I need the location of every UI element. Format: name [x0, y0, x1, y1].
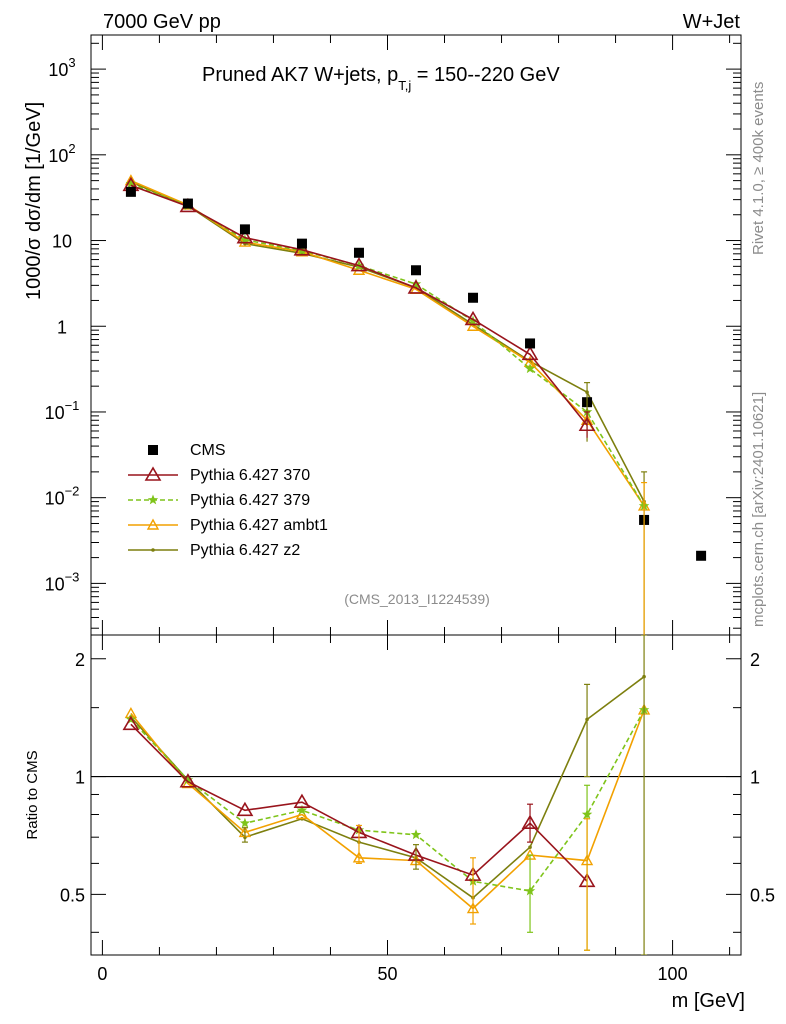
- ratio-point-p379: [239, 817, 251, 828]
- legend-marker-ambt1: [146, 518, 160, 530]
- main-y-tick-label: 10: [52, 232, 72, 252]
- main-point-p379: [467, 315, 479, 326]
- ratio-point-p379: [296, 804, 308, 815]
- ratio-y-tick-label-right: 1: [750, 768, 760, 788]
- rivet-version-text: Rivet 4.1.0, ≥ 400k events: [750, 82, 767, 255]
- legend: CMS Pythia 6.427 370 Pythia 6.427 379 Py…: [128, 442, 328, 559]
- main-y-tick-label: 10−2: [45, 484, 80, 509]
- main-point-p370: [236, 229, 254, 244]
- main-point-p370: [350, 257, 368, 272]
- plot-title-tail: = 150--220 GeV: [411, 64, 560, 86]
- main-point-cms: [468, 292, 479, 303]
- ratio-y-axis-label: Ratio to CMS: [24, 750, 41, 839]
- x-axis-label: m [GeV]: [672, 990, 745, 1012]
- ratio-y-tick-label: 2: [75, 650, 85, 670]
- main-point-cms: [696, 550, 707, 561]
- x-tick-label: 100: [658, 964, 688, 984]
- main-point-p370: [464, 310, 482, 326]
- main-point-ambt1: [466, 319, 480, 331]
- plot-title-main: Pruned AK7 W+jets, p: [202, 64, 398, 86]
- main-point-cms: [525, 338, 536, 349]
- main-y-tick-label: 1: [57, 317, 67, 337]
- main-point-p370: [521, 345, 539, 361]
- ratio-point-p370: [122, 715, 140, 731]
- analysis-watermark: (CMS_2013_I1224539): [344, 591, 490, 607]
- ratio-series-line-z2: [130, 676, 645, 899]
- legend-marker-p379: [147, 494, 159, 505]
- ratio-panel-frame: [90, 634, 742, 956]
- ratio-point-p370: [236, 801, 254, 817]
- main-point-cms: [125, 186, 136, 197]
- main-y-tick-label: 10−1: [45, 398, 80, 423]
- legend-marker-cms: [148, 445, 158, 455]
- plot-title-subscript: T,j: [398, 78, 411, 93]
- main-y-tick-label: 102: [48, 141, 75, 166]
- main-point-cms: [353, 247, 364, 258]
- main-point-p379: [410, 278, 422, 289]
- ratio-point-p379: [410, 829, 422, 840]
- ratio-y-tick-label-right: 0.5: [750, 885, 775, 905]
- main-point-ambt1: [352, 263, 366, 275]
- header-right: W+Jet: [683, 11, 741, 33]
- main-y-axis-label: 1000/σ dσ/dm [1/GeV]: [23, 102, 45, 300]
- ratio-series-group: [122, 635, 651, 955]
- ratio-point-p379: [182, 774, 194, 785]
- ratio-y-tick-label: 1: [75, 768, 85, 788]
- ratio-y-tick-label-right: 2: [750, 650, 760, 670]
- legend-marker-p370: [144, 466, 162, 481]
- main-point-p379: [239, 234, 251, 245]
- legend-label-cms: CMS: [190, 442, 226, 459]
- main-point-p370: [293, 241, 311, 256]
- ratio-point-p370: [179, 773, 197, 788]
- main-y-tick-label: 10−3: [45, 569, 80, 594]
- main-y-tick-label: 103: [48, 55, 75, 80]
- mcplots-text: mcplots.cern.ch [arXiv:2401.10621]: [750, 392, 767, 627]
- main-series-line-p370: [130, 184, 588, 426]
- header-left: 7000 GeV pp: [103, 11, 221, 33]
- ratio-point-p370: [293, 793, 311, 809]
- legend-label-ambt1: Pythia 6.427 ambt1: [190, 517, 328, 534]
- x-tick-label: 0: [97, 964, 107, 984]
- ratio-point-z2: [528, 845, 532, 849]
- x-tick-label: 50: [377, 964, 397, 984]
- main-point-p379: [125, 178, 137, 189]
- main-point-cms: [182, 198, 193, 209]
- main-point-p370: [407, 279, 425, 294]
- legend-label-p379: Pythia 6.427 379: [190, 492, 310, 509]
- main-point-p379: [524, 363, 536, 374]
- main-point-ambt1: [238, 235, 252, 247]
- legend-label-z2: Pythia 6.427 z2: [190, 542, 300, 559]
- ratio-series-line-ambt1: [130, 709, 645, 910]
- ratio-y-tick-label: 0.5: [60, 885, 85, 905]
- legend-label-p370: Pythia 6.427 370: [190, 467, 310, 484]
- main-point-cms: [296, 238, 307, 249]
- plot-title: Pruned AK7 W+jets, pT,j = 150--220 GeV: [202, 64, 560, 93]
- main-series-group: [122, 174, 707, 635]
- main-point-cms: [411, 265, 421, 276]
- legend-marker-z2: [151, 548, 155, 552]
- main-point-cms: [239, 224, 250, 235]
